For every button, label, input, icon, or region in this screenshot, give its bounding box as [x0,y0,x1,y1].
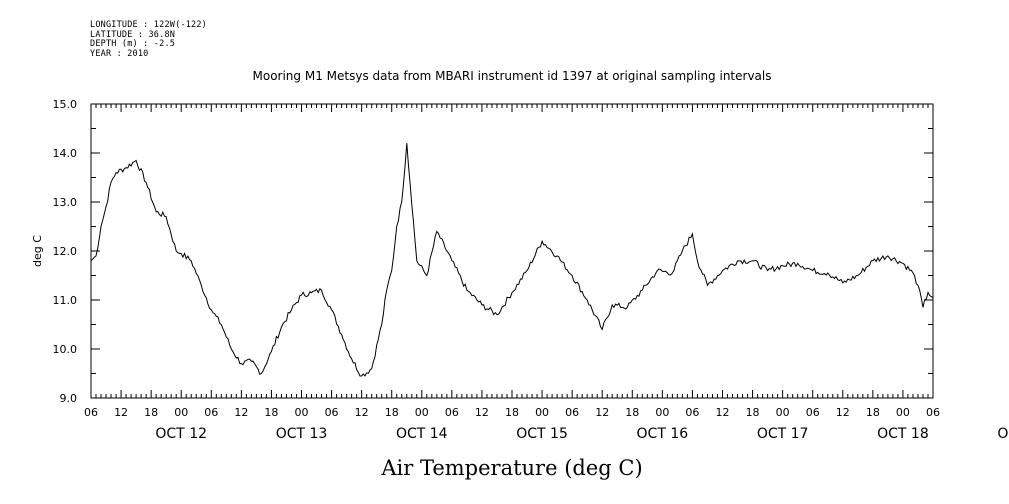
x-tick-label: 00 [655,406,669,419]
x-tick-label: 00 [174,406,188,419]
x-tick-label: 00 [776,406,790,419]
x-day-label: OCT 12 [155,426,207,442]
chart-title: Mooring M1 Metsys data from MBARI instru… [253,69,772,83]
x-tick-label: 18 [385,406,399,419]
y-axis-label: deg C [31,235,44,267]
x-tick-label: 06 [806,406,820,419]
x-tick-label: 00 [415,406,429,419]
y-tick-label: 10.0 [53,343,78,356]
x-tick-label: 12 [836,406,850,419]
metadata-block: LONGITUDE : 122W(-122) LATITUDE : 36.8N … [90,20,207,59]
x-tick-label: 06 [685,406,699,419]
x-tick-label: 18 [625,406,639,419]
x-tick-label: 06 [445,406,459,419]
x-day-label: OCT 16 [637,426,689,442]
x-tick-label: 06 [204,406,218,419]
y-tick-label: 12.0 [53,245,78,258]
y-tick-label: 15.0 [53,98,78,111]
x-tick-label: 06 [565,406,579,419]
x-tick-label: 00 [535,406,549,419]
x-day-label: OCT 18 [877,426,929,442]
x-tick-label: 06 [926,406,940,419]
x-day-label: OCT 13 [276,426,328,442]
x-tick-label: 12 [475,406,489,419]
x-tick-label: 18 [264,406,278,419]
x-tick-label: 00 [896,406,910,419]
x-axis: 06 12 18 00 06 12 18 00 06 12 18 00 06 12 18 00 06 12 18 00… [84,104,1009,442]
x-tick-label: 12 [114,406,128,419]
x-tick-label: 12 [716,406,730,419]
depth-text: DEPTH (m) : -2.5 [90,39,176,49]
x-axis-label: Air Temperature (deg C) [380,456,642,480]
latitude-text: LATITUDE : 36.8N [90,29,176,40]
x-tick-label: 00 [295,406,309,419]
x-day-label: OCT 15 [516,426,568,442]
y-tick-label: 9.0 [60,392,78,405]
x-tick-label: 18 [144,406,158,419]
plot-frame [90,103,934,399]
y-tick-label: 13.0 [53,196,78,209]
series-line-air-temperature [90,143,934,377]
x-tick-label: 18 [505,406,519,419]
x-tick-label: 12 [355,406,369,419]
x-tick-label: 12 [234,406,248,419]
y-tick-label: 11.0 [53,294,78,307]
x-tick-label: 18 [866,406,880,419]
x-tick-label: 06 [84,406,98,419]
y-axis: 9.0 10.0 11.0 12.0 13.0 14.0 15.0 [53,98,933,405]
year-text: YEAR : 2010 [90,48,149,59]
x-day-label: OCT 17 [757,426,809,442]
x-tick-label: 06 [325,406,339,419]
y-tick-label: 14.0 [53,147,78,160]
x-day-label: OCT 19 [997,426,1009,442]
x-day-label: OCT 14 [396,426,448,442]
longitude-text: LONGITUDE : 122W(-122) [90,20,207,30]
x-tick-label: 12 [595,406,609,419]
x-tick-label: 18 [746,406,760,419]
